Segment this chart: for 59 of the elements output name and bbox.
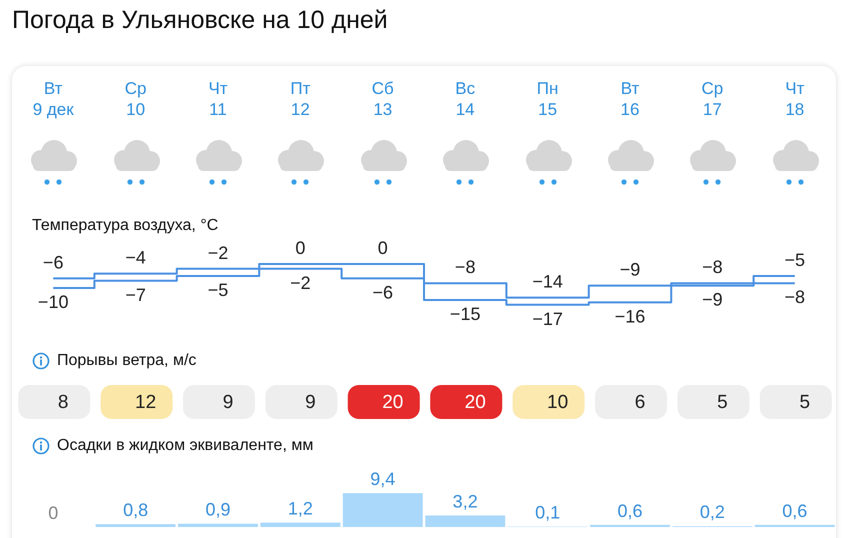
data-label: −2 [290,272,311,293]
data-label: −16 [614,306,646,326]
x-tick-label: Ср 10 [124,78,148,120]
data-label: −15 [450,304,480,324]
data-label: 9 [305,392,316,414]
data-label: −17 [532,308,563,329]
chart-title: Осадки в жидком эквиваленте, мм [57,437,314,455]
data-label: 0,2 [700,502,725,522]
x-tick-label: Вт 16 [620,78,640,120]
data-label: 12 [135,392,156,414]
data-label: −5 [784,250,806,270]
chart-subtitle: Температура воздуха, °C [32,217,218,235]
bar [342,493,423,527]
data-label: 0,9 [205,500,231,520]
data-label: 0 [48,502,58,523]
data-label: −5 [208,280,228,300]
data-label: −2 [208,242,228,263]
data-label: −9 [702,290,723,310]
chart-title: Погода в Ульяновске на 10 дней [12,6,388,35]
bar [425,515,506,527]
x-tick-label: Чт 11 [207,78,229,120]
data-label: 0,6 [782,500,808,521]
data-label: −10 [38,292,68,312]
data-label: 5 [717,392,728,414]
data-label: −8 [454,257,476,278]
data-label: −7 [125,284,146,305]
data-label: −4 [125,248,146,268]
data-label: 9 [222,392,234,414]
data-label: 6 [634,392,646,414]
data-label: 5 [800,392,810,414]
bar [178,524,258,527]
data-label: 0 [378,238,388,258]
data-label: 20 [464,392,486,414]
data-label: 0,1 [535,502,560,523]
x-tick-label: Вс 14 [454,78,476,120]
data-label: 3,2 [452,491,478,512]
x-tick-label: Пт 12 [289,78,312,120]
data-label: −9 [620,260,640,280]
x-tick-label: Пн 15 [536,78,560,120]
data-label: −8 [702,257,723,278]
text: Порывы ветра, м/с [57,352,196,370]
data-label: 0,6 [617,500,643,521]
data-label: −8 [784,287,806,308]
x-tick-label: Вт 9 дек [32,78,75,120]
data-label: 9,4 [370,469,396,490]
data-label: 20 [382,392,404,414]
x-tick-label: Сб 13 [370,78,395,120]
data-label: 10 [547,392,568,414]
x-tick-label: Ср 17 [700,78,724,120]
data-label: 0 [295,238,306,258]
data-label: −6 [372,282,394,302]
data-label: 8 [58,392,68,414]
data-label: −6 [42,252,64,272]
data-label: 0,8 [123,500,148,520]
bar [96,524,176,527]
data-label: 1,2 [288,498,313,519]
bar [260,522,340,527]
data-label: −14 [532,272,563,292]
x-tick-label: Чт 18 [784,78,806,120]
